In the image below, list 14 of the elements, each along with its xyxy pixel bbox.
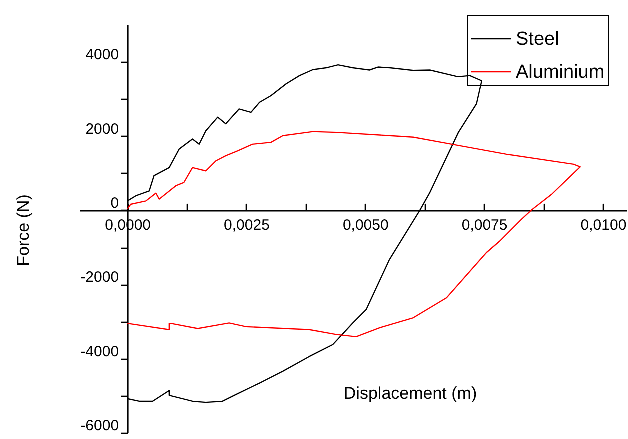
x-tick-label: 0,0025 — [224, 216, 270, 234]
x-axis-title: Displacement (m) — [344, 384, 478, 403]
y-tick-label: -4000 — [80, 343, 120, 360]
y-tick-label: 4000 — [86, 46, 120, 64]
y-tick-label: 2000 — [86, 120, 120, 138]
y-axis-title: Force (N) — [14, 194, 34, 266]
legend-label: Steel — [516, 29, 560, 50]
y-tick-label: 0 — [110, 194, 120, 212]
legend-label: Aluminium — [516, 62, 605, 83]
x-tick-label: 0,0075 — [462, 216, 508, 234]
y-tick-label: -6000 — [80, 418, 120, 434]
x-tick-label: 0,0050 — [342, 216, 389, 234]
y-tick-label: -2000 — [80, 269, 120, 286]
x-tick-label: 0,0100 — [580, 216, 627, 234]
